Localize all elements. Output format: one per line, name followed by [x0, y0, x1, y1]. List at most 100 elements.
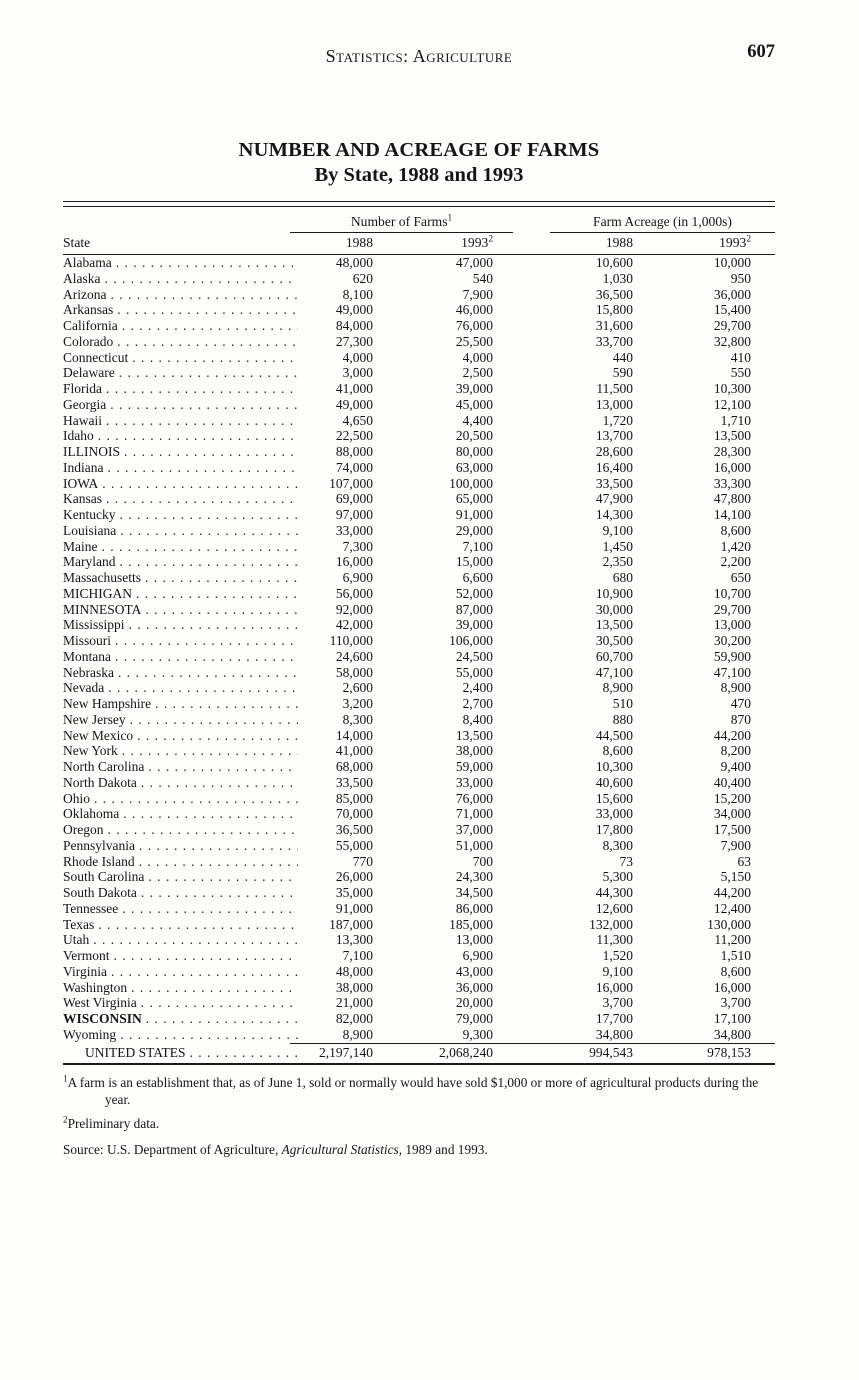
dot-leader [141, 602, 298, 618]
state-name: Arizona [63, 286, 107, 302]
table-row: Maine 7,300 7,100 1,450 1,420 [63, 539, 775, 555]
state-cell: Texas [63, 917, 298, 933]
farms-1993-value: 91,000 [455, 507, 493, 522]
state-cell: South Carolina [63, 869, 298, 885]
table-row: Vermont 7,100 6,900 1,520 1,510 [63, 948, 775, 964]
state-name: New York [63, 743, 118, 759]
farms-1993-value: 39,000 [455, 381, 493, 396]
table-group-header-row: Number of Farms1 Farm Acreage (in 1,000s… [63, 207, 775, 233]
farms-1988-value: 82,000 [335, 1011, 373, 1026]
table-row: Rhode Island 770 700 73 63 [63, 854, 775, 870]
acreage-1993-value: 16,000 [713, 979, 751, 995]
table-row: South Dakota 35,000 34,500 44,300 44,200 [63, 885, 775, 901]
farms-1988-value: 13,300 [335, 932, 373, 948]
farms-1993-value: 25,500 [455, 333, 493, 349]
dot-leader [142, 1011, 298, 1027]
farms-1988-value: 7,300 [342, 538, 373, 554]
dot-leader [98, 476, 298, 492]
state-cell: Wyoming [63, 1027, 298, 1043]
state-name: North Dakota [63, 774, 137, 790]
total-row-top-rule [290, 1042, 775, 1044]
state-name: Kentucky [63, 507, 116, 522]
state-name: WISCONSIN [63, 1011, 142, 1026]
footnote-2-text: Preliminary data. [67, 1115, 160, 1131]
farms-1988-value: 4,650 [342, 412, 373, 428]
state-name: North Carolina [63, 759, 145, 774]
state-name: Pennsylvania [63, 837, 135, 853]
acreage-1988-value: 132,000 [589, 916, 633, 932]
farms-1988-value: 91,000 [335, 900, 373, 916]
farms-1993-value: 9,300 [462, 1026, 493, 1042]
footnote-marker-2: 2 [746, 234, 751, 245]
farms-1993-value: 65,000 [455, 491, 493, 507]
dot-leader [110, 948, 299, 964]
state-cell: Alaska [63, 271, 298, 287]
dot-leader [137, 995, 298, 1011]
state-name: Montana [63, 648, 111, 664]
acreage-1988-value: 15,800 [595, 302, 633, 318]
acreage-1993-value: 950 [730, 270, 751, 286]
table-row: Nevada 2,600 2,400 8,900 8,900 [63, 680, 775, 696]
farms-1988-value: 3,200 [342, 696, 373, 711]
table-title-line2: By State, 1988 and 1993 [314, 164, 524, 186]
dot-leader [116, 1027, 298, 1043]
source-suffix: 1989 and 1993. [402, 1141, 488, 1157]
dot-leader [137, 775, 298, 791]
dot-leader [102, 413, 298, 429]
dot-leader [120, 444, 298, 460]
acreage-1993-value: 29,700 [713, 601, 751, 617]
farms-1988-value: 84,000 [335, 318, 373, 333]
state-name: Colorado [63, 333, 114, 349]
dot-leader [113, 334, 298, 350]
acreage-1988-value: 10,600 [595, 255, 633, 270]
state-name: South Carolina [63, 869, 145, 885]
farms-1993-value: 15,000 [455, 554, 493, 570]
state-cell: North Dakota [63, 775, 298, 791]
state-name: Maine [63, 538, 98, 554]
table-row: MICHIGAN 56,000 52,000 10,900 10,700 [63, 586, 775, 602]
dot-leader [144, 759, 298, 775]
state-cell: Idaho [63, 428, 298, 444]
farms-1988-value: 16,000 [335, 554, 373, 570]
state-cell: Arizona [63, 287, 298, 303]
acreage-1988-value: 11,500 [596, 381, 633, 396]
farms-1993-value: 87,000 [455, 601, 493, 617]
column-header-state: State [63, 235, 91, 250]
farms-1988-value: 8,100 [342, 286, 373, 302]
acreage-1988-value: 590 [612, 365, 633, 381]
state-cell: ILLINOIS [63, 444, 298, 460]
table-row: IOWA 107,000 100,000 33,500 33,300 [63, 476, 775, 492]
acreage-1993-value: 8,600 [720, 963, 751, 979]
acreage-1993-value: 12,100 [713, 396, 751, 412]
total-row: UNITED STATES 2,197,140 2,068,240 994,54… [63, 1044, 775, 1063]
farms-1988-value: 35,000 [335, 885, 373, 900]
source-prefix: Source: U.S. Department of Agriculture, [63, 1141, 282, 1157]
farms-1988-value: 22,500 [335, 428, 373, 444]
table-row: Florida 41,000 39,000 11,500 10,300 [63, 381, 775, 397]
table-row: Alabama 48,000 47,000 10,600 10,000 [63, 255, 775, 271]
state-cell: Maryland [63, 554, 298, 570]
dot-leader [151, 696, 298, 712]
acreage-1993-value: 15,400 [713, 302, 751, 318]
table-row: Arkansas 49,000 46,000 15,800 15,400 [63, 302, 775, 318]
footnotes: 1A farm is an establishment that, as of … [63, 1073, 775, 1158]
acreage-1988-value: 8,300 [602, 837, 633, 853]
farms-1988-value: 85,000 [335, 790, 373, 806]
state-cell: Tennessee [63, 901, 298, 917]
acreage-1993-value: 17,500 [713, 822, 751, 837]
dot-leader [104, 680, 298, 696]
group-header-number-of-farms: Number of Farms1 [290, 214, 513, 233]
table-row: Maryland 16,000 15,000 2,350 2,200 [63, 554, 775, 570]
acreage-1988-value: 9,100 [602, 522, 633, 538]
table-body: Alabama 48,000 47,000 10,600 10,000 Alas… [63, 255, 775, 1043]
acreage-1993-value: 5,150 [720, 869, 751, 885]
state-name: Rhode Island [63, 853, 135, 869]
farms-1993-value: 86,000 [455, 900, 493, 916]
state-name: Utah [63, 932, 90, 948]
acreage-1993-value: 10,700 [713, 585, 751, 601]
acreage-1993-value: 29,700 [713, 318, 751, 333]
farms-1993-value: 185,000 [449, 916, 493, 932]
dot-leader [103, 460, 298, 476]
acreage-1993-value: 47,100 [713, 664, 751, 680]
table-title: NUMBER AND ACREAGE OF FARMS By State, 19… [63, 138, 775, 188]
